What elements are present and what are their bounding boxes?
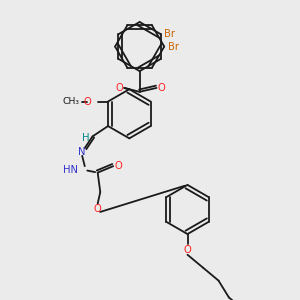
Text: Br: Br — [164, 29, 175, 39]
Text: O: O — [184, 244, 191, 255]
Text: HN: HN — [63, 165, 78, 175]
Text: O: O — [115, 161, 122, 171]
Text: O: O — [94, 204, 102, 214]
Text: Br: Br — [168, 42, 179, 52]
Text: N: N — [78, 147, 86, 157]
Text: CH₃: CH₃ — [63, 97, 80, 106]
Text: O: O — [115, 83, 123, 93]
Text: O: O — [83, 97, 91, 106]
Text: H: H — [82, 133, 90, 143]
Text: O: O — [158, 83, 166, 93]
